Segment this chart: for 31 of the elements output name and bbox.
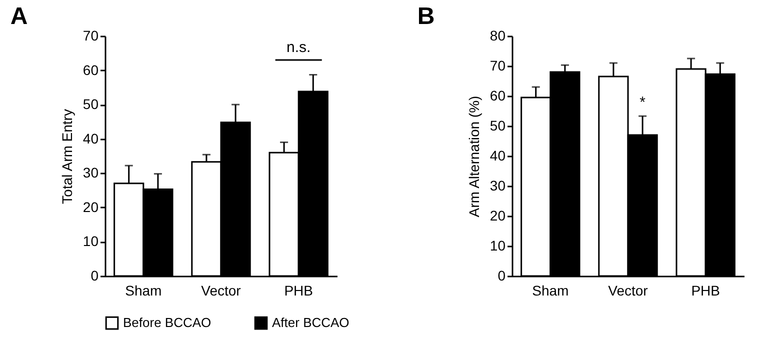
x-tick-label: Sham [532, 282, 569, 298]
y-tick-label: 0 [90, 268, 99, 284]
y-tick-label: 60 [82, 62, 99, 78]
y-tick-label: 10 [82, 233, 99, 250]
x-tick-label: PHB [691, 282, 720, 298]
legend-label: Before BCCAO [123, 315, 212, 330]
annotation: * [640, 94, 646, 112]
y-tick-label: 20 [490, 208, 506, 224]
y-tick-label: 80 [490, 28, 506, 44]
legend-label: After BCCAO [272, 315, 350, 330]
annotation: n.s. [286, 39, 311, 56]
y-tick-label: 70 [490, 58, 506, 74]
x-tick-label: Vector [608, 282, 648, 298]
y-tick-label: 20 [82, 198, 99, 215]
y-axis-title: Total Arm Entry [58, 109, 75, 204]
y-tick-label: 40 [82, 130, 99, 146]
y-tick-label: 30 [490, 178, 506, 194]
y-tick-label: 30 [82, 164, 99, 181]
y-tick-label: 60 [490, 88, 506, 104]
chart-title: B [417, 3, 435, 30]
y-tick-label: 70 [82, 28, 99, 44]
x-tick-label: Sham [125, 282, 162, 298]
x-tick-label: PHB [284, 282, 313, 298]
y-tick-label: 50 [82, 96, 99, 112]
y-tick-label: 0 [498, 268, 506, 284]
chart-title: A [10, 3, 28, 30]
y-tick-label: 10 [490, 238, 506, 254]
x-tick-label: Vector [201, 282, 242, 298]
y-axis-title: Arm Alternation (%) [466, 96, 482, 218]
y-tick-label: 40 [490, 148, 506, 164]
y-tick-label: 50 [490, 118, 506, 134]
